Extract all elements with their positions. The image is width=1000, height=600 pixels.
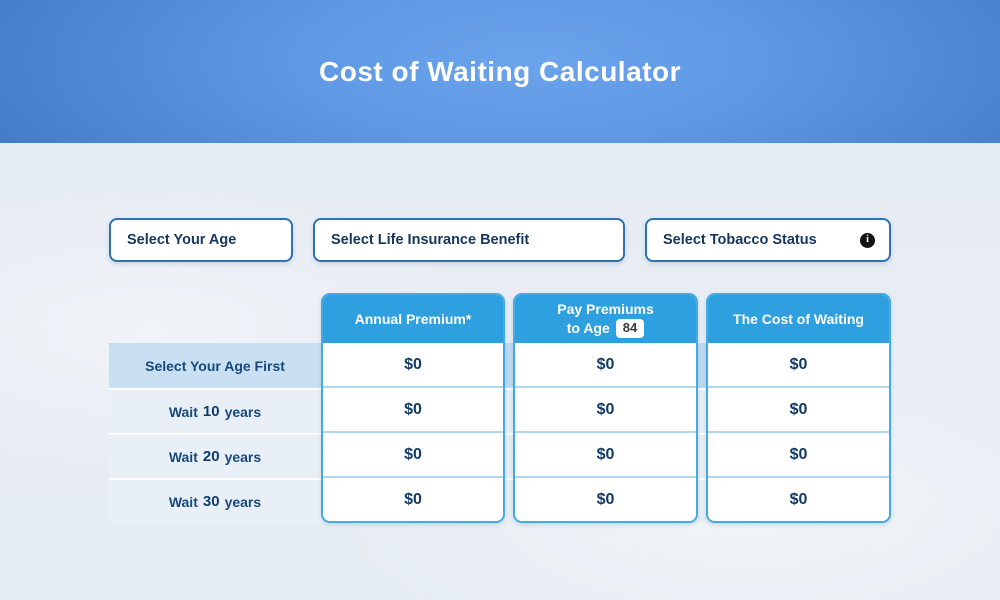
- info-icon[interactable]: i: [860, 232, 875, 248]
- row-label-wait-10: Wait 10 years: [109, 388, 321, 433]
- column-pay-premiums: Pay Premiums to Age 84 $0 $0 $0 $0: [513, 293, 698, 523]
- pay-to-age-input[interactable]: 84: [615, 318, 645, 338]
- pay-premiums-value-row1: $0: [515, 343, 696, 386]
- cost-of-waiting-value-row4: $0: [708, 476, 889, 521]
- main-content: Select Your Age Select Life Insurance Be…: [109, 218, 891, 523]
- pay-premiums-value-row2: $0: [515, 386, 696, 431]
- column-header-cost-of-waiting: The Cost of Waiting: [708, 295, 889, 343]
- select-benefit-label: Select Life Insurance Benefit: [331, 232, 530, 248]
- pay-premiums-value-row3: $0: [515, 431, 696, 476]
- select-tobacco-label: Select Tobacco Status: [663, 232, 817, 248]
- pay-premiums-value-row4: $0: [515, 476, 696, 521]
- cost-of-waiting-value-row2: $0: [708, 386, 889, 431]
- annual-premium-value-row1: $0: [323, 343, 503, 386]
- column-header-pay-premiums: Pay Premiums to Age 84: [515, 295, 696, 343]
- row-label-wait-30: Wait 30 years: [109, 478, 321, 523]
- column-annual-premium: Annual Premium* $0 $0 $0 $0: [321, 293, 505, 523]
- annual-premium-value-row4: $0: [323, 476, 503, 521]
- cost-of-waiting-value-row1: $0: [708, 343, 889, 386]
- cost-of-waiting-table: Select Your Age First Wait 10 years Wait…: [109, 293, 891, 523]
- annual-premium-value-row3: $0: [323, 431, 503, 476]
- column-header-annual-premium: Annual Premium*: [323, 295, 503, 343]
- annual-premium-value-row2: $0: [323, 386, 503, 431]
- row-label-wait-20: Wait 20 years: [109, 433, 321, 478]
- page-header-banner: Cost of Waiting Calculator: [0, 0, 1000, 143]
- filter-bar: Select Your Age Select Life Insurance Be…: [109, 218, 891, 262]
- row-label-column: Select Your Age First Wait 10 years Wait…: [109, 293, 321, 523]
- column-cost-of-waiting: The Cost of Waiting $0 $0 $0 $0: [706, 293, 891, 523]
- select-age-dropdown[interactable]: Select Your Age: [109, 218, 293, 262]
- row-label-select-age-first: Select Your Age First: [109, 343, 321, 388]
- page-title: Cost of Waiting Calculator: [319, 55, 681, 87]
- select-tobacco-dropdown[interactable]: Select Tobacco Status i: [645, 218, 891, 262]
- cost-of-waiting-value-row3: $0: [708, 431, 889, 476]
- select-benefit-dropdown[interactable]: Select Life Insurance Benefit: [313, 218, 625, 262]
- select-age-label: Select Your Age: [127, 232, 237, 248]
